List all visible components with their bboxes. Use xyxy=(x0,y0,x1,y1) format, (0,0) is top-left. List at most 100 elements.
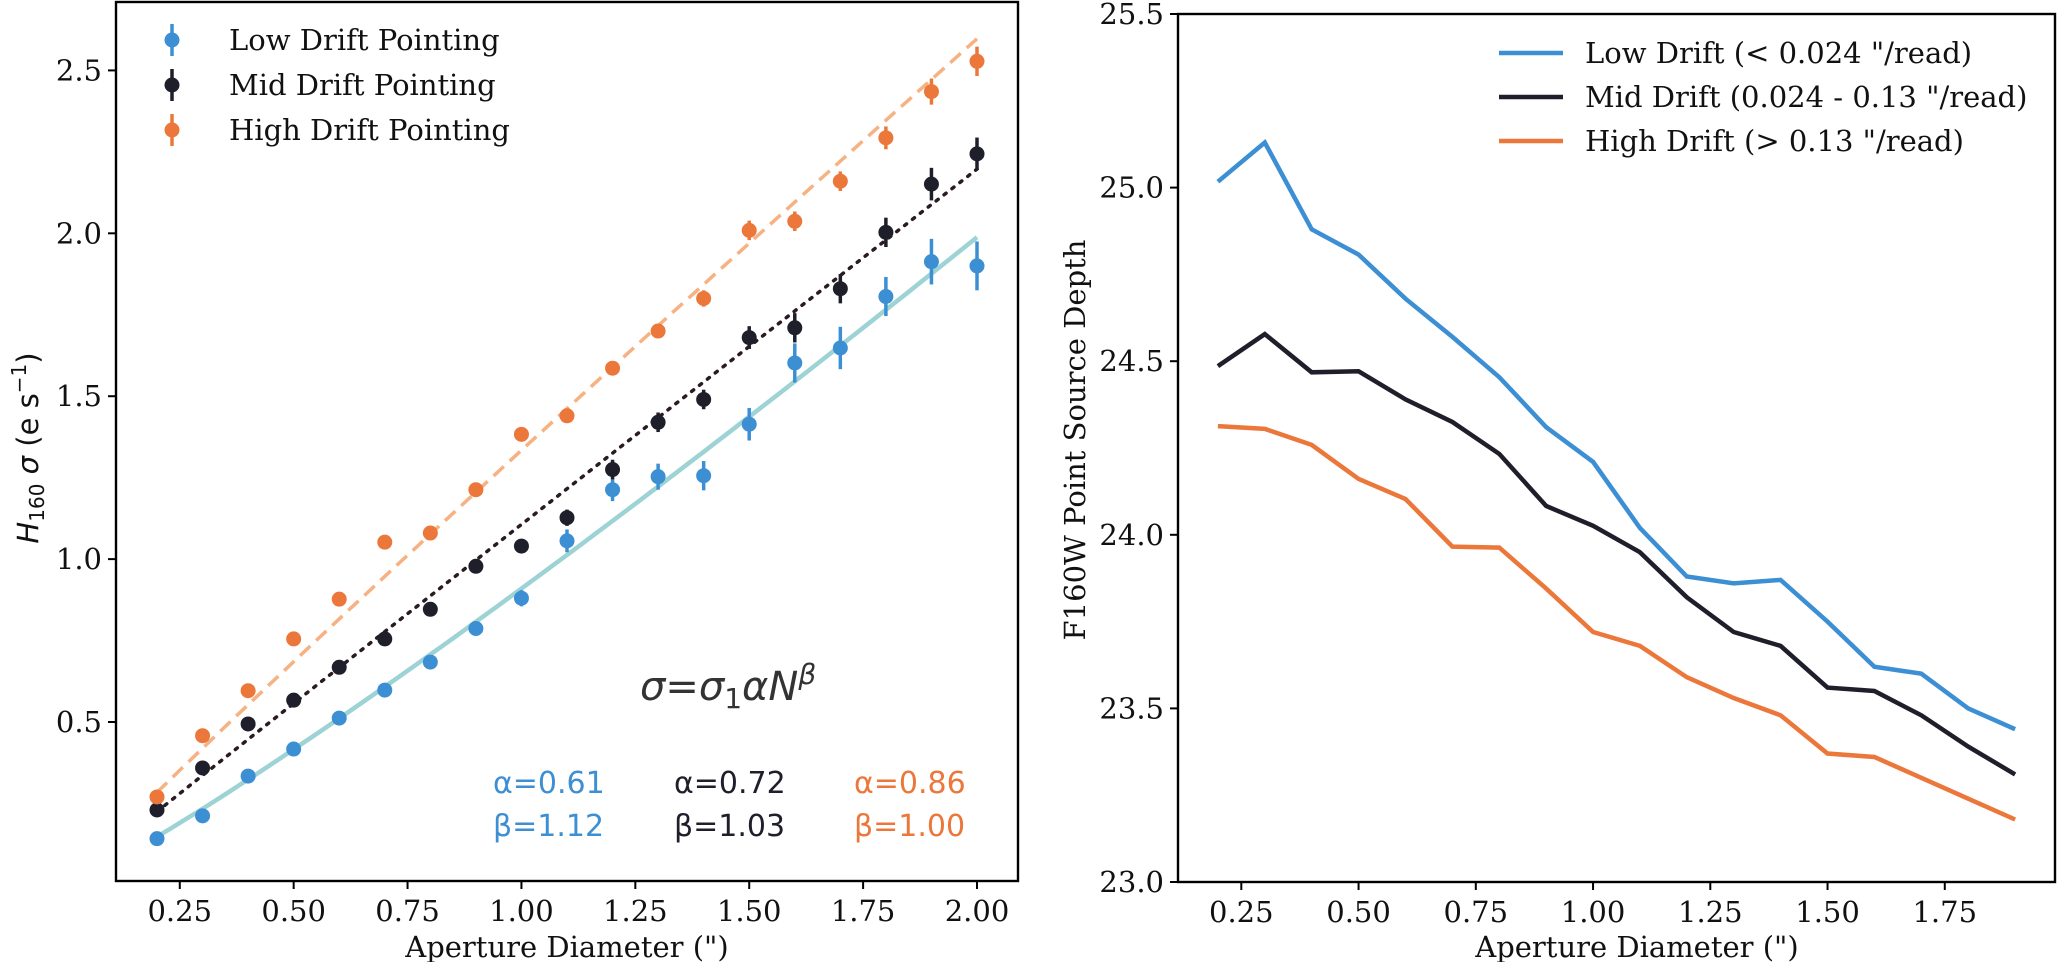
x-tick-label: 0.25 xyxy=(147,894,212,928)
data-point xyxy=(331,659,347,675)
y-label-sym: σ xyxy=(11,454,45,483)
data-point xyxy=(422,525,438,541)
fit-formula: σ=σ1αNβ xyxy=(640,658,816,715)
series-line-mid-drift xyxy=(1216,331,2017,777)
data-point xyxy=(377,682,393,698)
x-tick-label: 0.75 xyxy=(375,894,440,928)
data-point xyxy=(969,258,985,274)
param-beta: β=1.03 xyxy=(674,809,785,844)
x-tick-label: 1.00 xyxy=(1561,895,1626,929)
y-tick-label: 2.0 xyxy=(56,216,102,250)
left-panel-sigma-vs-aperture: 0.25 0.50 0.75 1.00 1.25 1.50 1.75 2.00 0.51.01… xyxy=(7,0,1020,962)
y-tick-label: 24.5 xyxy=(1099,344,1164,378)
formula-lhs: σ=σ xyxy=(640,664,726,710)
left-legend: Low Drift Pointing Mid Drift Pointing High… xyxy=(164,23,510,147)
data-point xyxy=(787,355,803,371)
param-alpha: α=0.72 xyxy=(674,766,786,801)
data-point xyxy=(513,426,529,442)
data-point xyxy=(468,558,484,574)
data-point xyxy=(149,831,165,847)
data-point xyxy=(331,591,347,607)
series-mid-drift-pointing xyxy=(149,137,985,818)
data-point xyxy=(605,482,621,498)
data-point xyxy=(559,408,575,424)
x-axis-ticks: 0.25 0.50 0.75 1.00 1.25 1.50 1.75 xyxy=(1209,882,1977,929)
formula-sup: β xyxy=(797,658,816,691)
data-point xyxy=(741,330,757,346)
x-tick-label: 0.25 xyxy=(1209,895,1274,929)
data-point xyxy=(195,728,211,744)
legend-label: Mid Drift (0.024 - 0.13 "/read) xyxy=(1585,80,2027,114)
data-point xyxy=(422,654,438,670)
param-beta: β=1.00 xyxy=(854,809,965,844)
data-point xyxy=(650,414,666,430)
data-point xyxy=(650,323,666,339)
y-tick-label: 24.0 xyxy=(1099,518,1164,552)
param-alpha: α=0.86 xyxy=(854,766,966,801)
right-legend: Low Drift (< 0.024 "/read) Mid Drift (0.0… xyxy=(1499,36,2027,158)
x-tick-label: 2.00 xyxy=(945,894,1010,928)
x-tick-label: 1.75 xyxy=(831,894,896,928)
y-label-sub: 160 xyxy=(25,484,49,522)
legend-label: High Drift Pointing xyxy=(229,113,510,147)
legend-label: Low Drift (< 0.024 "/read) xyxy=(1585,36,1972,70)
left-plot-frame xyxy=(114,0,1020,883)
data-point xyxy=(286,692,302,708)
y-axis-ticks: 0.5 1.0 1.5 2.0 2.5 xyxy=(56,53,116,739)
formula-mid: αN xyxy=(742,664,798,710)
y-label-var: H xyxy=(11,522,45,544)
legend-label: Mid Drift Pointing xyxy=(229,68,496,102)
y-tick-label: 25.0 xyxy=(1099,171,1164,205)
y-tick-label: 0.5 xyxy=(56,705,102,739)
fit-parameters: α=0.61 β=1.12 α=0.72 β=1.03 α=0.86 β=1.00 xyxy=(493,766,966,844)
legend-label: Low Drift Pointing xyxy=(229,23,500,57)
data-point xyxy=(969,146,985,162)
data-point xyxy=(513,590,529,606)
data-points xyxy=(149,46,985,847)
series-line-high-drift xyxy=(1217,423,2017,822)
data-point xyxy=(832,173,848,189)
y-tick-label: 25.5 xyxy=(1099,0,1164,31)
y-tick-label: 23.5 xyxy=(1099,691,1164,725)
fit-lines xyxy=(155,37,979,839)
data-point xyxy=(240,768,256,784)
data-point xyxy=(377,631,393,647)
data-point xyxy=(422,601,438,617)
y-label-unit: (e s xyxy=(11,393,45,456)
x-tick-label: 1.00 xyxy=(489,894,554,928)
data-point xyxy=(696,468,712,484)
x-tick-label: 0.50 xyxy=(261,894,326,928)
fit-line-mid xyxy=(155,167,979,814)
data-point xyxy=(923,254,939,270)
data-point xyxy=(832,340,848,356)
data-point xyxy=(832,281,848,297)
x-tick-label: 1.25 xyxy=(603,894,668,928)
data-point xyxy=(149,802,165,818)
y-tick-label: 1.5 xyxy=(56,379,102,413)
right-plot-frame xyxy=(1176,12,2057,884)
series-high-drift-pointing xyxy=(149,46,985,805)
y-tick-label: 1.0 xyxy=(56,542,102,576)
data-point xyxy=(650,469,666,485)
data-point xyxy=(468,482,484,498)
data-point xyxy=(696,391,712,407)
y-label-close: ) xyxy=(11,352,45,363)
data-point xyxy=(513,538,529,554)
x-axis-ticks: 0.25 0.50 0.75 1.00 1.25 1.50 1.75 2.00 xyxy=(147,881,1009,928)
y-tick-label: 23.0 xyxy=(1099,865,1164,899)
right-panel-depth-vs-aperture: 0.25 0.50 0.75 1.00 1.25 1.50 1.75 23.0 23.5 24.… xyxy=(1058,0,2057,962)
data-point xyxy=(240,683,256,699)
data-point xyxy=(969,53,985,69)
data-point xyxy=(331,710,347,726)
data-point xyxy=(468,621,484,637)
data-point xyxy=(559,510,575,526)
data-point xyxy=(605,462,621,478)
depth-lines xyxy=(1216,139,2017,822)
data-point xyxy=(696,290,712,306)
left-y-axis-label: H160 σ (e s−1) xyxy=(7,352,49,543)
data-point xyxy=(377,534,393,550)
y-axis-ticks: 23.0 23.5 24.0 24.5 25.0 25.5 xyxy=(1099,0,1178,899)
data-point xyxy=(878,224,894,240)
data-point xyxy=(195,760,211,776)
data-point xyxy=(923,176,939,192)
